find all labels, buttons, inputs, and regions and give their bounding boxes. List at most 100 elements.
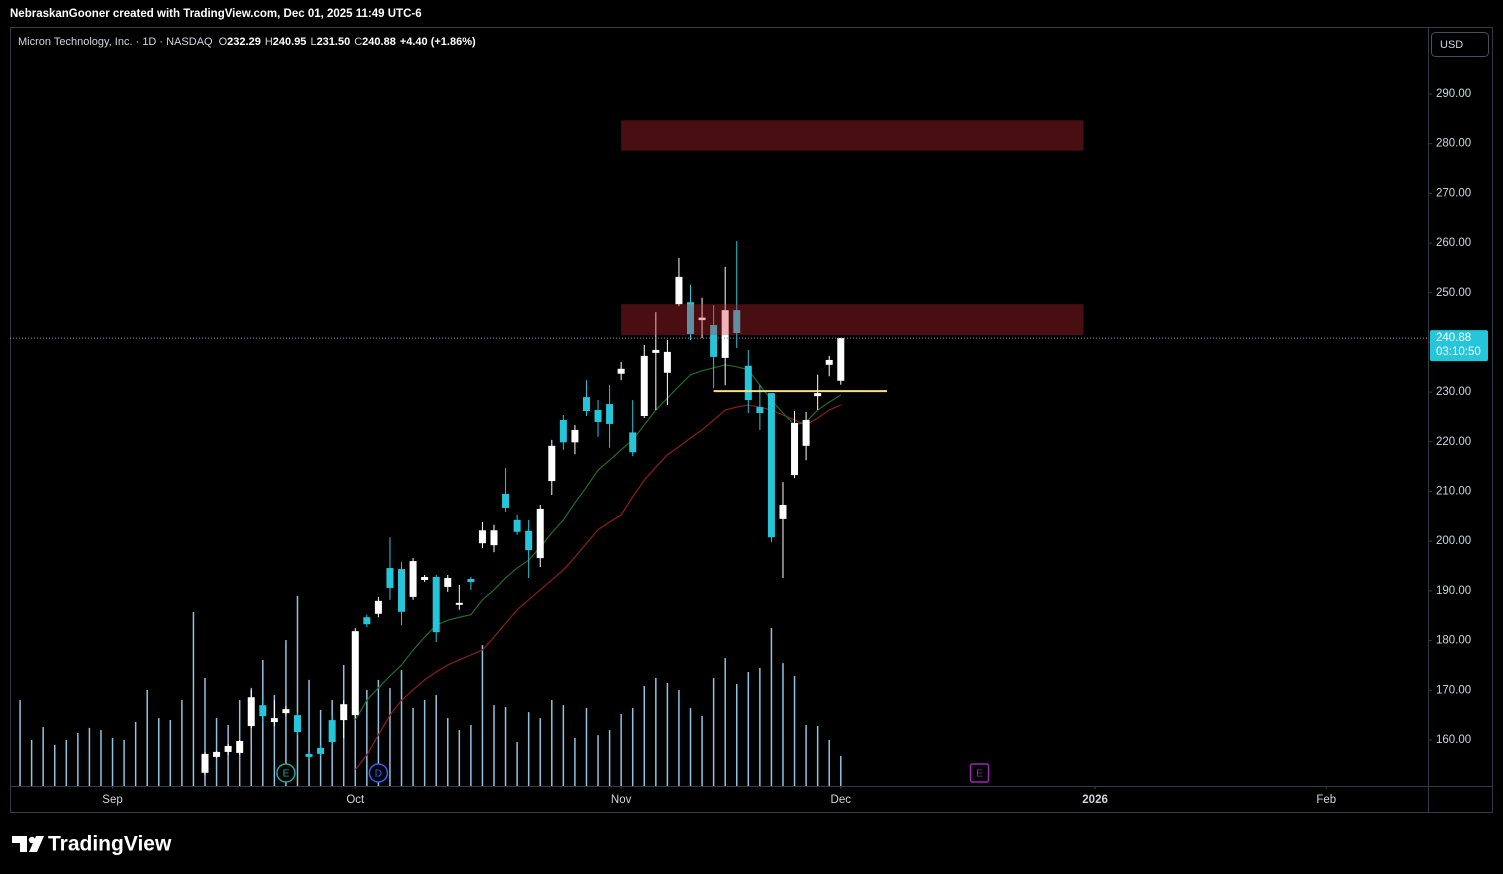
volume-bar xyxy=(354,654,357,786)
candle-body xyxy=(791,422,799,476)
legend-value: 240.95 xyxy=(273,36,307,48)
volume-bar xyxy=(111,737,114,786)
candle-body xyxy=(421,576,429,580)
chart-frame xyxy=(10,27,1493,813)
candle-body xyxy=(386,568,394,588)
candle-body xyxy=(201,753,209,773)
x-tick-label: Oct xyxy=(346,794,365,806)
volume-bar xyxy=(678,689,680,786)
y-tick-label: 220.00 xyxy=(1436,436,1471,448)
volume-bar xyxy=(204,677,206,786)
candle-body xyxy=(652,349,660,353)
candle-body xyxy=(478,530,486,544)
candle-body xyxy=(802,419,810,446)
volume-bar xyxy=(389,688,391,786)
logo-mark xyxy=(12,836,27,852)
volume-bar xyxy=(146,689,148,786)
volume-bar xyxy=(608,730,611,786)
volume-bar xyxy=(759,667,761,786)
y-tick-label: 200.00 xyxy=(1436,535,1471,547)
volume-bar xyxy=(828,739,830,786)
header-text: NebraskanGooner created with TradingView… xyxy=(10,8,422,20)
volume-bar xyxy=(88,727,91,786)
candle-body xyxy=(224,745,232,752)
volume-bar xyxy=(30,739,33,786)
volume-bar xyxy=(192,611,195,786)
price-zone xyxy=(621,304,1084,335)
candle-body xyxy=(629,432,637,453)
volume-bar xyxy=(620,713,622,786)
candle-body xyxy=(328,720,336,742)
legend-name: Micron Technology, Inc. · 1D · NASDAQ xyxy=(18,36,213,48)
volume-bar xyxy=(735,683,738,786)
volume-bar xyxy=(551,700,553,786)
volume-bar xyxy=(19,700,21,786)
volume-bar xyxy=(123,739,125,786)
candle-body xyxy=(236,740,244,753)
candle-body xyxy=(293,715,301,733)
candle-body xyxy=(409,561,417,597)
y-tick-label: 190.00 xyxy=(1436,585,1471,597)
last-price-label: 240.88 xyxy=(1436,332,1471,344)
volume-bar xyxy=(805,725,807,786)
volume-bar xyxy=(470,725,472,786)
candle-body xyxy=(663,351,671,373)
y-tick-label: 210.00 xyxy=(1436,486,1471,498)
usd-button[interactable]: USD xyxy=(1431,32,1489,57)
event-marker xyxy=(276,763,296,783)
x-tick-label: Sep xyxy=(102,794,122,806)
candle-body xyxy=(351,631,359,716)
candle-body xyxy=(687,302,695,335)
volume-bar xyxy=(296,595,299,786)
candle-body xyxy=(825,359,833,365)
y-tick-label: 180.00 xyxy=(1436,635,1471,647)
volume-bar xyxy=(816,725,819,786)
candle-body xyxy=(363,617,371,625)
volume-bar xyxy=(181,700,183,786)
candle-body xyxy=(305,753,313,757)
candle-body xyxy=(490,530,498,546)
volume-bar xyxy=(458,730,461,786)
volume-bar xyxy=(747,671,750,786)
volume-bar xyxy=(770,628,773,786)
candle-body xyxy=(756,407,764,414)
candle-body xyxy=(467,578,475,582)
price-zone xyxy=(621,120,1084,151)
candle-body xyxy=(559,419,567,443)
candle-body xyxy=(837,338,845,381)
volume-bar xyxy=(423,700,426,786)
volume-bar xyxy=(643,685,646,786)
currency-label[interactable]: USD xyxy=(1440,39,1463,51)
legend-key: C xyxy=(354,36,362,48)
y-tick-label: 280.00 xyxy=(1436,138,1471,150)
volume-bar xyxy=(527,712,530,786)
brand-logo xyxy=(12,836,44,852)
volume-bar xyxy=(631,707,634,786)
legend-key: L xyxy=(310,36,316,48)
candle-body xyxy=(432,576,440,633)
legend-value: 240.88 xyxy=(362,36,396,48)
candle-body xyxy=(536,508,544,559)
candle-body xyxy=(317,747,325,754)
candle-body xyxy=(282,709,290,714)
volume-bar xyxy=(504,707,507,786)
legend-change: +4.40 (+1.86%) xyxy=(400,36,476,48)
y-tick-label: 270.00 xyxy=(1436,187,1471,199)
brand-name: TradingView xyxy=(48,833,172,856)
candle-body xyxy=(606,404,614,424)
volume-bar xyxy=(134,721,137,786)
y-tick-label: 160.00 xyxy=(1436,734,1471,746)
event-label: E xyxy=(283,769,290,780)
candle-body xyxy=(594,410,602,422)
volume-bar xyxy=(574,737,576,786)
y-tick-label: 260.00 xyxy=(1436,237,1471,249)
volume-bar xyxy=(840,755,842,786)
logo-slash xyxy=(29,836,44,852)
volume-bar xyxy=(308,679,310,786)
x-tick-label: Feb xyxy=(1316,794,1336,806)
volume-bar xyxy=(655,677,657,786)
volume-bar xyxy=(724,658,726,786)
currency-box[interactable] xyxy=(1431,32,1489,57)
candle-body xyxy=(582,397,590,412)
